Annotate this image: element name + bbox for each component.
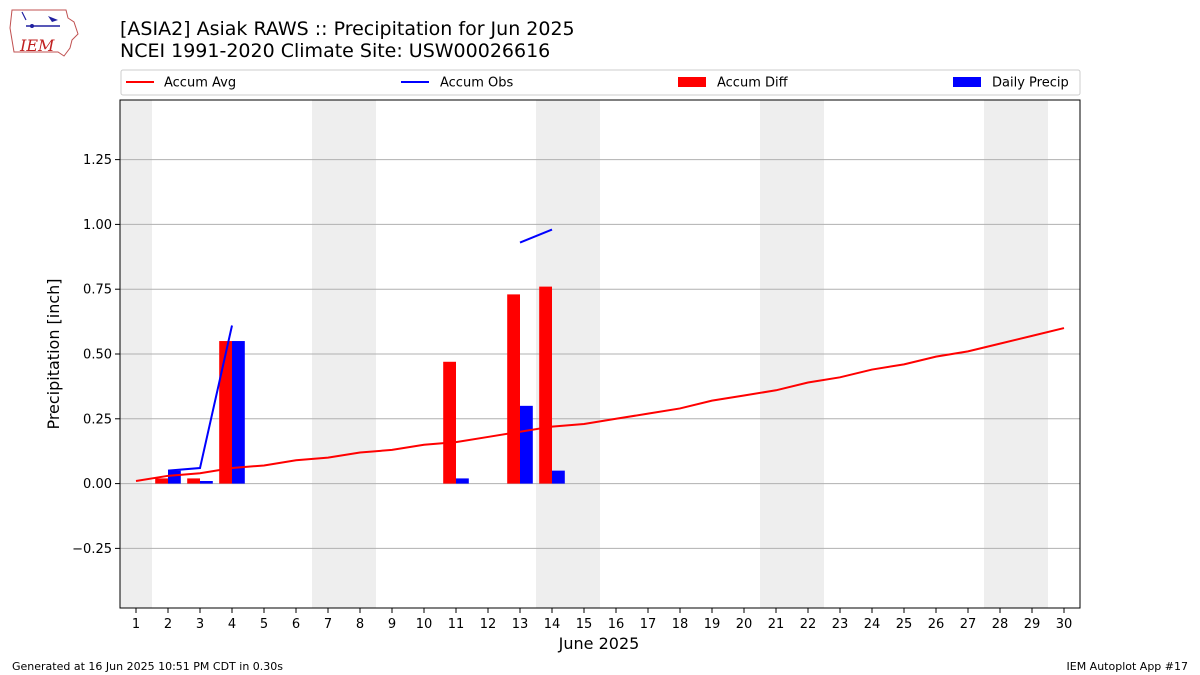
x-tick-label: 30 [1056, 617, 1073, 632]
footer-app: IEM Autoplot App #17 [1067, 660, 1189, 673]
x-tick-label: 12 [480, 617, 497, 632]
x-tick-label: 26 [928, 617, 945, 632]
x-tick-label: 18 [672, 617, 689, 632]
accum-avg-line [135, 327, 1065, 482]
daily-precip-bar [520, 405, 533, 484]
x-tick-label: 23 [832, 617, 849, 632]
y-tick-label: 0.50 [83, 348, 112, 363]
x-tick-label: 7 [324, 617, 332, 632]
x-axis-label: June 2025 [558, 634, 640, 653]
x-tick-label: 27 [960, 617, 977, 632]
y-tick-label: −0.25 [72, 542, 112, 557]
bars [155, 286, 565, 484]
daily-precip-bar [232, 341, 245, 484]
x-tick-label: 16 [608, 617, 625, 632]
y-tick-label: 0.00 [83, 477, 112, 492]
lines [135, 228, 1065, 482]
legend-label: Accum Diff [717, 76, 789, 91]
x-tick-label: 9 [388, 617, 396, 632]
iowa-outline-icon [9, 9, 79, 57]
y-tick-label: 1.00 [83, 218, 112, 233]
legend-swatch [678, 77, 706, 87]
x-tick-label: 14 [544, 617, 561, 632]
accum-obs-line [519, 228, 553, 244]
x-tick-label: 6 [292, 617, 300, 632]
x-axis-ticks: 1 2 3 4 5 6 7 8 9 10 11 12 13 14 15 16 17 18 19 20 21 22 23 24 2… [132, 608, 1072, 632]
footer-generated: Generated at 16 Jun 2025 10:51 PM CDT in… [12, 660, 283, 673]
x-tick-label: 1 [132, 617, 140, 632]
accum-diff-bar [443, 361, 456, 484]
logo-text: IEM [19, 36, 55, 55]
accum-diff-bar [187, 478, 200, 484]
legend-label: Accum Avg [164, 76, 236, 91]
x-tick-label: 17 [640, 617, 657, 632]
x-tick-label: 5 [260, 617, 268, 632]
x-tick-label: 28 [992, 617, 1009, 632]
y-tick-label: 1.25 [83, 153, 112, 168]
accum-diff-bar [155, 478, 168, 484]
x-tick-label: 22 [800, 617, 817, 632]
daily-precip-bar [168, 470, 181, 484]
x-tick-label: 10 [416, 617, 433, 632]
daily-precip-bar [200, 481, 213, 484]
x-tick-label: 21 [768, 617, 785, 632]
x-tick-label: 2 [164, 617, 172, 632]
legend-frame [120, 69, 1081, 96]
x-tick-label: 29 [1024, 617, 1041, 632]
x-tick-label: 3 [196, 617, 204, 632]
y-tick-label: 0.75 [83, 283, 112, 298]
accum-diff-bar [539, 286, 552, 484]
accum-diff-bar [219, 341, 232, 484]
iem-logo: IEM [9, 9, 79, 57]
x-tick-label: 24 [864, 617, 881, 632]
legend-label: Accum Obs [440, 76, 513, 91]
chart-subtitle: NCEI 1991-2020 Climate Site: USW00026616 [120, 40, 550, 62]
x-tick-label: 20 [736, 617, 753, 632]
x-tick-label: 25 [896, 617, 913, 632]
y-axis-label: Precipitation [inch] [44, 278, 63, 429]
daily-precip-bar [552, 470, 565, 484]
accum-diff-bar [507, 294, 520, 484]
x-tick-label: 11 [448, 617, 465, 632]
y-tick-label: 0.25 [83, 412, 112, 427]
daily-precip-bar [456, 478, 469, 484]
x-tick-label: 8 [356, 617, 364, 632]
grid-lines [120, 159, 1080, 549]
legend-swatch [953, 77, 981, 87]
x-tick-label: 13 [512, 617, 529, 632]
chart-title: [ASIA2] Asiak RAWS :: Precipitation for … [120, 18, 575, 40]
x-tick-label: 15 [576, 617, 593, 632]
legend: Accum Avg Accum Obs Accum Diff Daily Precip [120, 69, 1081, 96]
accum-obs-line [167, 325, 233, 472]
x-tick-label: 19 [704, 617, 721, 632]
legend-label: Daily Precip [992, 76, 1069, 91]
x-tick-label: 4 [228, 617, 236, 632]
y-axis-ticks: −0.25 0.00 0.25 0.50 0.75 1.00 1.25 [72, 153, 120, 557]
